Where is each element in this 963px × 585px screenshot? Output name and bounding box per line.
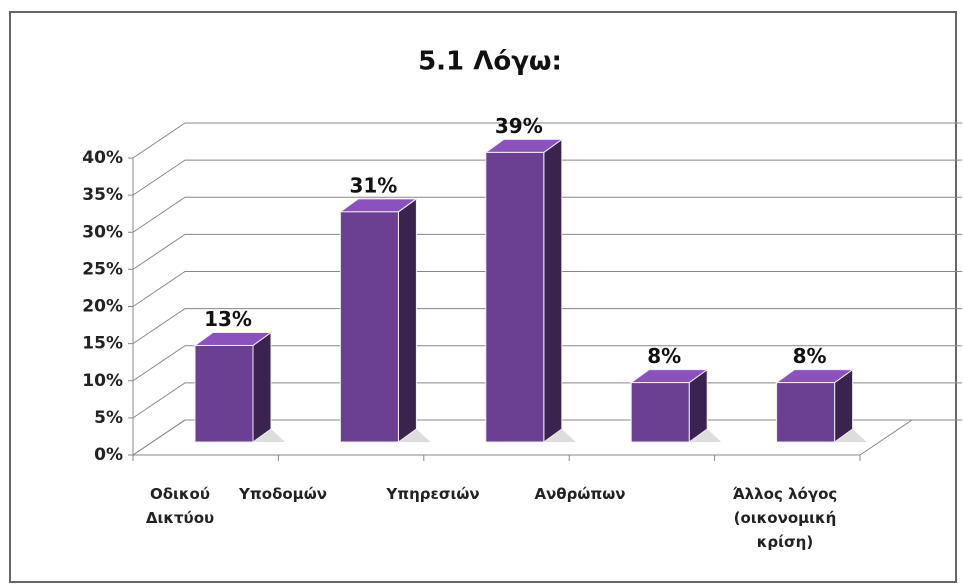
- bar: [485, 151, 545, 443]
- grid-line: [132, 122, 962, 159]
- y-tick-label: 5%: [94, 408, 123, 428]
- grid-line: [132, 233, 962, 270]
- bar-shadow: [689, 429, 722, 442]
- data-label: 8%: [647, 344, 681, 368]
- y-tick-label: 40%: [82, 148, 123, 168]
- grid-line: [132, 345, 962, 382]
- bar-shadow: [834, 429, 867, 442]
- grid-line: [132, 271, 962, 307]
- y-tick-label: 25%: [82, 259, 123, 279]
- chart-title: 5.1 Λόγω:: [418, 47, 562, 77]
- x-tick-label: Υποδομών: [239, 485, 327, 503]
- y-tick-label: 30%: [82, 222, 123, 242]
- bar: [630, 382, 690, 443]
- data-label: 13%: [204, 307, 252, 331]
- data-label: 8%: [793, 344, 827, 368]
- x-tick-label: Ανθρώπων: [534, 485, 626, 503]
- bar: [776, 382, 836, 443]
- bar-shadow: [543, 429, 576, 442]
- bar-shadow: [253, 429, 285, 442]
- y-tick-label: 35%: [82, 185, 123, 205]
- data-label: 31%: [349, 173, 397, 197]
- bar: [339, 211, 399, 443]
- grid-line: [132, 196, 962, 233]
- y-tick-label: 20%: [82, 297, 123, 317]
- x-tick-label: Άλλος λόγος (οικονομική κρίση): [732, 485, 838, 551]
- bar-side: [252, 331, 272, 443]
- y-tick-label: 15%: [82, 334, 123, 354]
- bar: [194, 344, 254, 443]
- y-tick-label: 0%: [94, 445, 123, 465]
- x-tick-label: Οδικού Δικτύου: [145, 485, 215, 527]
- data-label: 39%: [495, 114, 543, 138]
- x-tick-label: Υπηρεσιών: [386, 485, 480, 503]
- frame: [9, 11, 957, 583]
- grid-line: [132, 308, 962, 345]
- bar-shadow: [398, 429, 431, 442]
- bar-side: [397, 197, 417, 443]
- y-tick-label: 10%: [82, 371, 123, 391]
- grid-line: [132, 159, 962, 196]
- bar-side: [543, 138, 563, 443]
